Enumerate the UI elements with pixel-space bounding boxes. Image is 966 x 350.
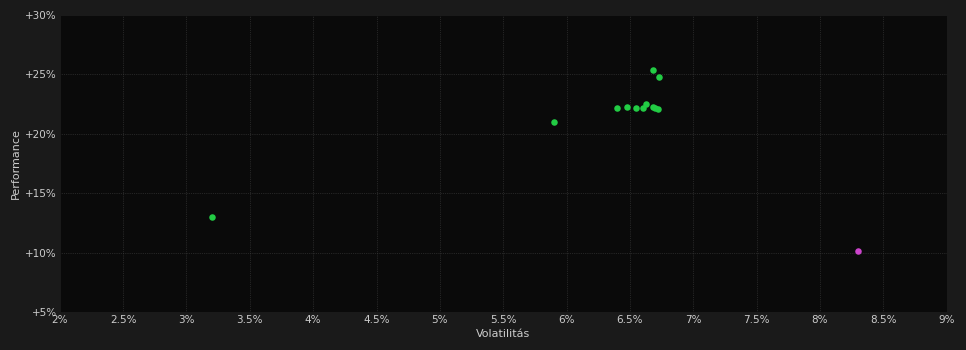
Point bbox=[850, 248, 866, 254]
Point bbox=[639, 102, 654, 107]
Point bbox=[610, 105, 625, 111]
Point bbox=[645, 67, 661, 72]
Y-axis label: Performance: Performance bbox=[12, 128, 21, 199]
Point bbox=[204, 214, 219, 220]
Point bbox=[635, 105, 650, 111]
Point bbox=[651, 74, 667, 80]
Point bbox=[647, 105, 663, 111]
Point bbox=[650, 106, 666, 112]
Point bbox=[629, 105, 644, 111]
Point bbox=[619, 104, 635, 109]
X-axis label: Volatilitás: Volatilitás bbox=[476, 329, 530, 339]
Point bbox=[645, 104, 661, 109]
Point bbox=[546, 119, 561, 125]
